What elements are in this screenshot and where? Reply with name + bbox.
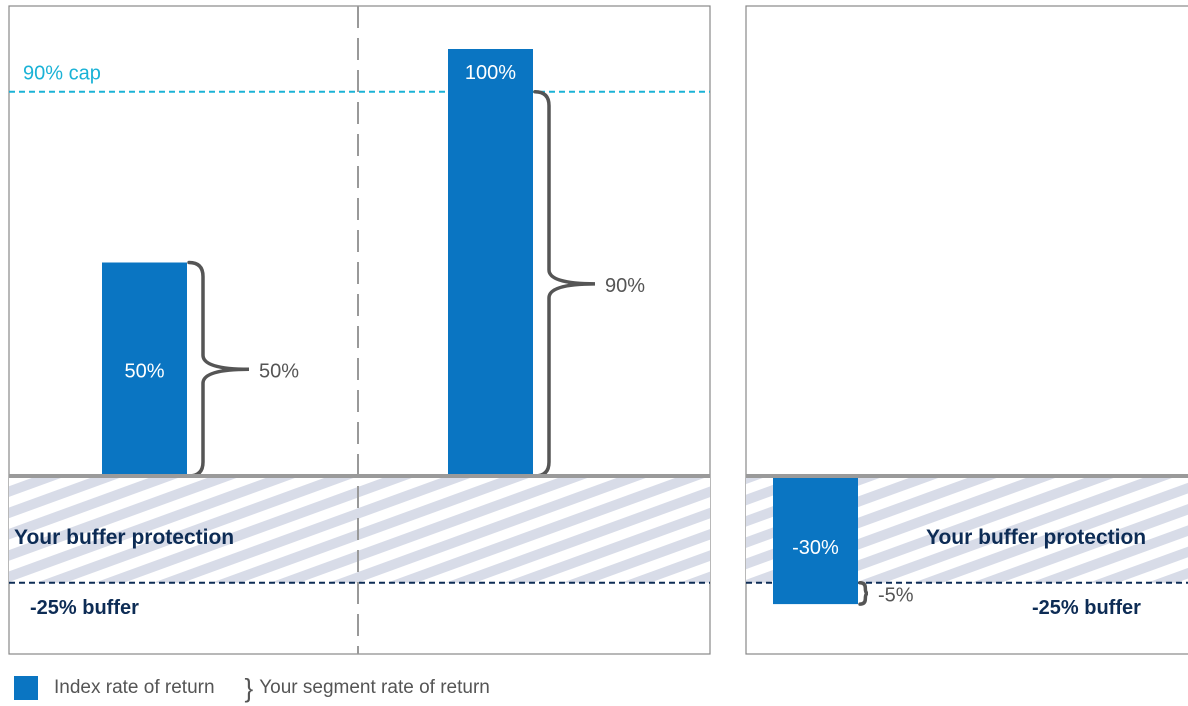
bar-value-label: 100% — [465, 62, 516, 84]
left-panel: 90% cap Your buffer protection -25% buffer… — [8, 5, 711, 655]
segment-return-bracket — [858, 581, 869, 606]
segment-return-label: 90% — [605, 275, 645, 297]
buffer-zone — [9, 476, 710, 583]
buffer-zone-label: Your buffer protection — [14, 526, 234, 549]
index-return-bar — [448, 49, 533, 476]
bar-value-label: 50% — [124, 360, 164, 382]
index-return-bar — [102, 262, 187, 476]
buffer-label: -25% buffer — [30, 597, 139, 619]
segment-return-bracket — [533, 89, 596, 478]
legend: Index rate of return } Your segment rate… — [14, 673, 490, 703]
segment-return-label: -5% — [878, 584, 914, 606]
cap-label: 90% cap — [23, 63, 101, 85]
bar-value-label: -30% — [792, 537, 839, 559]
segment-return-bracket — [187, 260, 250, 478]
brace-icon: } — [244, 673, 254, 703]
index-return-bar — [773, 476, 858, 605]
buffer-label: -25% buffer — [1032, 597, 1141, 619]
index-return-swatch — [14, 676, 38, 700]
segment-return-label: 50% — [259, 360, 299, 382]
legend-index-label: Index rate of return — [54, 677, 215, 698]
right-panel: Your buffer protection -25% buffer -30% -5% — [745, 5, 1188, 655]
legend-segment-label: Your segment rate of return — [259, 677, 490, 698]
buffer-zone-label: Your buffer protection — [926, 526, 1146, 549]
